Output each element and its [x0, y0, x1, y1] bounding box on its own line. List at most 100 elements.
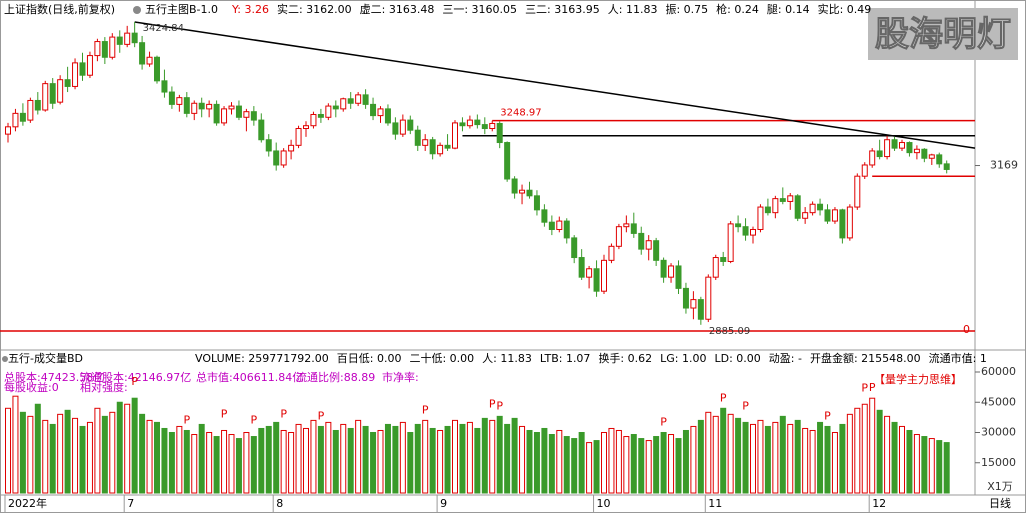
x-tick-label: 11 — [708, 497, 722, 510]
signal-label: P — [422, 403, 429, 416]
candle-body — [250, 111, 257, 121]
candle-body — [921, 148, 928, 159]
signal-label: P — [131, 375, 138, 388]
candle-body — [802, 212, 809, 219]
y-tick-label: 3169 — [990, 159, 1018, 172]
candle-body — [601, 259, 607, 292]
candle-body — [116, 36, 123, 45]
indicator-name: 五行主图B-1.0 — [145, 3, 218, 16]
signal-label: P — [824, 409, 831, 422]
volume-bar — [504, 423, 511, 494]
stock-info: 总股本:47423.58亿 — [4, 370, 104, 384]
candle-body — [660, 259, 667, 278]
volume-bar — [861, 403, 868, 494]
candle-body — [221, 108, 228, 124]
header-stat: Y: 3.26 — [231, 3, 269, 16]
candle-body — [779, 198, 786, 202]
volume-bar — [787, 423, 794, 494]
candle-body — [459, 122, 466, 127]
volume-bar — [295, 423, 302, 494]
volume-bar — [317, 425, 324, 494]
volume-bar — [608, 427, 615, 494]
volume-bar — [519, 425, 526, 494]
header-stat: 枪: 0.24 — [716, 2, 759, 16]
candle-body — [757, 206, 764, 230]
volume-bar — [414, 423, 421, 494]
volume-bar — [49, 423, 56, 494]
candle-body — [705, 276, 712, 320]
y-tick-label: 45000 — [981, 395, 1016, 408]
volume-bar — [496, 415, 503, 494]
y-tick-label: 15000 — [981, 456, 1016, 469]
candle-body — [846, 206, 853, 239]
candle-body — [653, 240, 660, 261]
candle-body — [504, 142, 511, 180]
volume-bar — [817, 421, 824, 494]
volume-bar — [377, 429, 384, 494]
candle-body — [86, 55, 93, 76]
candle-body — [541, 209, 548, 223]
volume-bar — [34, 403, 41, 494]
volume-bar — [876, 409, 883, 494]
candle-body — [697, 299, 704, 320]
candle-body — [399, 119, 406, 135]
candle-body — [682, 287, 689, 309]
candle-body — [414, 129, 421, 146]
volume-bar — [19, 411, 26, 494]
volume-bar — [586, 442, 593, 494]
volume-stat: LG: 1.00 — [660, 352, 706, 365]
volume-bar — [794, 419, 801, 494]
volume-bar — [541, 427, 548, 494]
chart-title: 上证指数(日线,前复权) — [4, 2, 115, 16]
watermark-bg — [868, 8, 1018, 60]
volume-bar — [735, 417, 742, 494]
stock-info: 流通比例:88.89 — [296, 370, 375, 384]
candle-body — [452, 122, 458, 149]
candle-body — [362, 94, 369, 105]
volume-bar — [571, 438, 578, 494]
candle-body — [57, 79, 64, 103]
x-tick-label: 9 — [440, 497, 447, 510]
volume-bar — [27, 415, 34, 494]
candle-body — [139, 42, 146, 65]
volume-bar — [809, 429, 816, 494]
candle-body — [891, 139, 898, 149]
candle-body — [258, 119, 265, 141]
candle-body — [690, 299, 697, 309]
candle-body — [228, 105, 235, 110]
volume-bar — [332, 429, 339, 494]
candle-body — [198, 102, 205, 110]
volume-bar — [131, 397, 138, 494]
signal-label: P — [720, 391, 727, 404]
volume-bar — [422, 419, 429, 494]
candle-body — [295, 128, 302, 146]
candle-body — [831, 209, 838, 222]
volume-bar — [548, 434, 555, 494]
volume-bar — [690, 425, 697, 494]
candle-body — [429, 139, 436, 155]
candle-body — [526, 189, 533, 197]
candle-body — [34, 99, 41, 111]
candle-body — [742, 226, 749, 236]
candle-body — [928, 154, 935, 159]
volume-bar — [750, 423, 756, 494]
candle-body — [340, 98, 347, 110]
volume-stat: VOLUME: 259771792.00 — [195, 352, 329, 365]
candle-body — [563, 220, 570, 239]
header-stat: 三二: 3163.95 — [525, 3, 600, 16]
signal-label: P — [251, 414, 258, 427]
candle-body — [183, 97, 190, 114]
volume-bar — [921, 436, 928, 494]
candle-body — [533, 195, 540, 211]
candle-body — [578, 257, 585, 278]
volume-icon — [2, 356, 8, 362]
volume-bar — [757, 419, 764, 494]
period-label: 日线 — [989, 496, 1011, 510]
volume-bar — [623, 436, 630, 494]
volume-bar — [854, 407, 861, 494]
volume-bar — [101, 415, 108, 494]
candle-body — [638, 232, 645, 250]
volume-bar — [802, 427, 809, 494]
volume-bar — [928, 438, 935, 494]
volume-bar — [720, 407, 727, 494]
